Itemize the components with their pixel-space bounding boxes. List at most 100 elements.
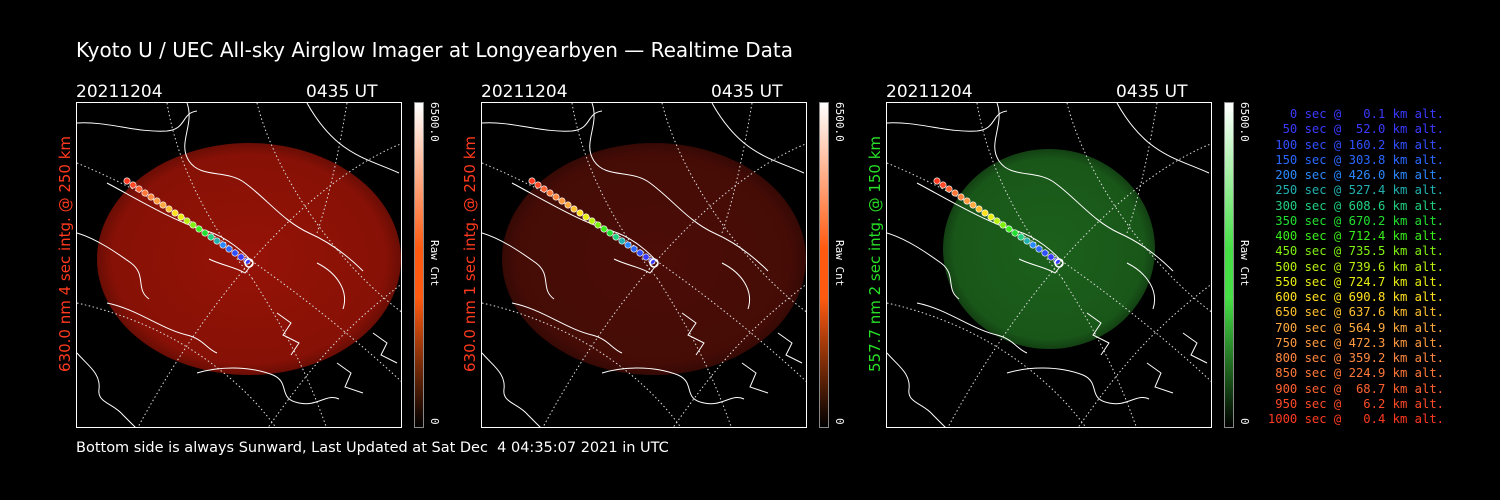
trajectory-point	[1017, 233, 1025, 241]
panel-2-time: 0435 UT	[711, 82, 783, 102]
panel-3-date: 20211204	[886, 82, 973, 102]
legend-row: 200 sec @ 426.0 km alt.	[1275, 168, 1444, 182]
coastline	[106, 302, 218, 354]
legend-row: 900 sec @ 68.7 km alt.	[1275, 381, 1444, 396]
lat-lon-grid-line	[947, 143, 1211, 427]
lat-lon-grid-line	[672, 283, 806, 427]
trajectory-point	[189, 221, 197, 229]
trajectory-point	[933, 177, 941, 185]
station-marker	[1054, 258, 1064, 268]
colorbar-3-min: 0	[1238, 418, 1251, 425]
lat-lon-grid-line	[542, 143, 806, 427]
trajectory-point	[1023, 237, 1031, 245]
legend-row: 0 sec @ 0.1 km alt.	[1289, 107, 1444, 121]
legend-row: 750 sec @ 472.3 km alt.	[1275, 335, 1444, 350]
allsky-map	[887, 103, 1211, 427]
coastline	[1126, 262, 1155, 310]
legend-row: 100 sec @ 160.2 km alt.	[1275, 137, 1444, 152]
trajectory-point	[939, 181, 947, 189]
coastline	[1182, 332, 1208, 364]
legend-row: 550 sec @ 724.7 km alt.	[1275, 274, 1444, 289]
trajectory-point	[957, 193, 965, 201]
trajectory-point	[171, 209, 179, 217]
panel-1-ylabel: 630.0 nm 4 sec intg. @ 250 km	[56, 135, 74, 372]
panel-2-date: 20211204	[481, 82, 568, 102]
coastline	[316, 262, 345, 310]
trajectory-point	[576, 209, 584, 217]
trajectory-point	[612, 233, 620, 241]
allsky-image-630-1s	[481, 102, 807, 428]
trajectory-point	[945, 185, 953, 193]
trajectory-point	[177, 213, 185, 221]
page-title: Kyoto U / UEC All-sky Airglow Imager at …	[76, 38, 793, 62]
legend-row: 1000 sec @ 0.4 km alt.	[1267, 412, 1444, 426]
panel-3-time: 0435 UT	[1116, 82, 1188, 102]
legend-row: 650 sec @ 637.6 km alt.	[1275, 305, 1444, 320]
coastline	[196, 367, 340, 405]
coastline	[306, 103, 400, 174]
coastline	[482, 352, 541, 427]
coastline	[184, 103, 246, 184]
lat-lon-grid-line	[887, 162, 1211, 382]
trajectory-point	[237, 253, 245, 261]
coastline	[777, 332, 803, 364]
legend-row: 400 sec @ 712.4 km alt.	[1275, 229, 1444, 243]
panel-1-time: 0435 UT	[306, 82, 378, 102]
trajectory-point	[528, 177, 536, 185]
lat-lon-grid-line	[482, 162, 806, 382]
lat-lon-grid-line	[267, 283, 401, 427]
trajectory-point	[219, 241, 227, 249]
colorbar-1-max: 6500.0	[428, 102, 441, 142]
trajectory-point	[1011, 229, 1019, 237]
trajectory-point	[207, 233, 215, 241]
coastline	[887, 110, 1008, 132]
trajectory-point	[1047, 253, 1055, 261]
coastline	[649, 182, 769, 272]
trajectory-point	[594, 221, 602, 229]
lat-lon-grid-line	[1061, 277, 1137, 427]
trajectory-point	[165, 205, 173, 213]
trajectory-point	[201, 229, 209, 237]
coastline	[511, 302, 623, 354]
coastline	[589, 103, 651, 184]
lat-lon-grid-line	[887, 302, 1087, 427]
coastline	[916, 302, 1028, 354]
trajectory-point	[963, 197, 971, 205]
coastline	[721, 262, 750, 310]
colorbar-1	[414, 102, 424, 428]
coastline	[887, 232, 960, 300]
allsky-map	[482, 103, 806, 427]
trajectory-point	[141, 189, 149, 197]
lat-lon-grid-line	[1066, 103, 1211, 313]
legend-row: 950 sec @ 6.2 km alt.	[1275, 396, 1444, 411]
trajectory-point	[1041, 249, 1049, 257]
trajectory-point	[618, 237, 626, 245]
coastline	[1116, 103, 1210, 174]
trajectory-point	[558, 197, 566, 205]
coastline	[916, 182, 1064, 274]
colorbar-3	[1224, 102, 1234, 428]
trajectory-point	[1029, 241, 1037, 249]
coastline	[1146, 362, 1174, 394]
coastline	[372, 332, 398, 364]
legend-row: 800 sec @ 359.2 km alt.	[1275, 351, 1444, 365]
trajectory-point	[540, 185, 548, 193]
trajectory-point	[630, 245, 638, 253]
legend-row: 250 sec @ 527.4 km alt.	[1275, 183, 1444, 198]
lat-lon-grid-line	[1077, 283, 1211, 427]
coastline	[276, 312, 300, 356]
trajectory-point	[570, 205, 578, 213]
trajectory-point	[624, 241, 632, 249]
lat-lon-grid-line	[137, 143, 401, 427]
lat-lon-grid-line	[77, 162, 401, 382]
trajectory-point	[993, 217, 1001, 225]
coastline	[482, 110, 603, 132]
lat-lon-grid-line	[77, 302, 277, 427]
coastline	[741, 362, 769, 394]
lat-lon-grid-line	[256, 103, 401, 313]
trajectory-point	[225, 245, 233, 253]
trajectory-point	[588, 217, 596, 225]
station-marker	[244, 258, 254, 268]
coastline	[244, 182, 364, 272]
trajectory-point	[183, 217, 191, 225]
